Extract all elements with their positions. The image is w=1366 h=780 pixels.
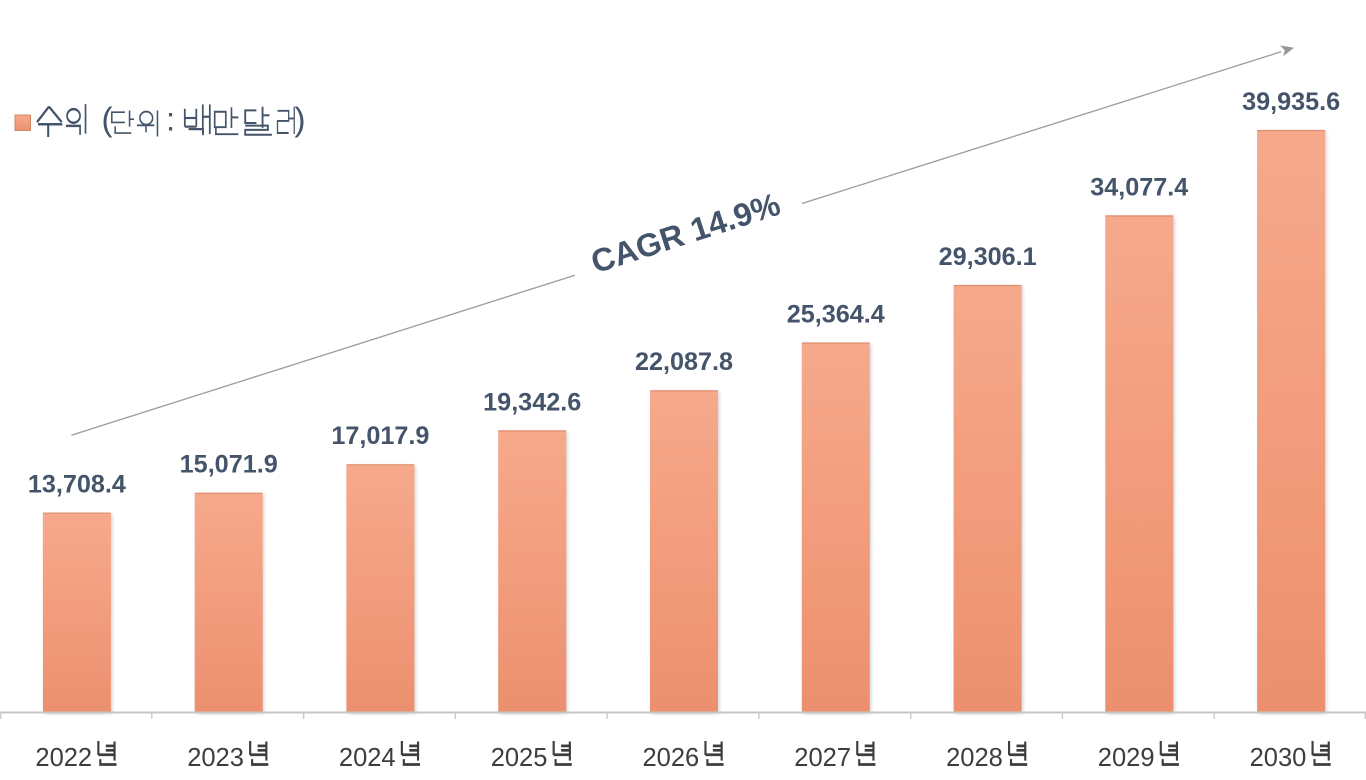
svg-text:(: (	[102, 101, 113, 138]
svg-text:39,935.6: 39,935.6	[1242, 88, 1340, 116]
svg-text:2022: 2022	[35, 744, 92, 772]
svg-text:19,342.6: 19,342.6	[483, 388, 581, 416]
svg-text:29,306.1: 29,306.1	[939, 243, 1037, 271]
svg-text:2027: 2027	[794, 744, 851, 772]
svg-text:22,087.8: 22,087.8	[635, 348, 733, 376]
svg-text:13,708.4: 13,708.4	[28, 471, 126, 499]
svg-text::: :	[166, 101, 175, 138]
svg-text:2026: 2026	[643, 744, 700, 772]
svg-text:2025: 2025	[491, 744, 548, 772]
svg-text:2023: 2023	[187, 744, 244, 772]
svg-text:25,364.4: 25,364.4	[787, 300, 885, 328]
svg-text:34,077.4: 34,077.4	[1090, 173, 1188, 201]
svg-text:): )	[295, 101, 306, 138]
svg-text:2028: 2028	[946, 744, 1003, 772]
svg-text:2030: 2030	[1250, 744, 1307, 772]
svg-text:15,071.9: 15,071.9	[180, 451, 278, 479]
svg-text:17,017.9: 17,017.9	[331, 422, 429, 450]
svg-text:2024: 2024	[339, 744, 396, 772]
svg-text:2029: 2029	[1098, 744, 1155, 772]
